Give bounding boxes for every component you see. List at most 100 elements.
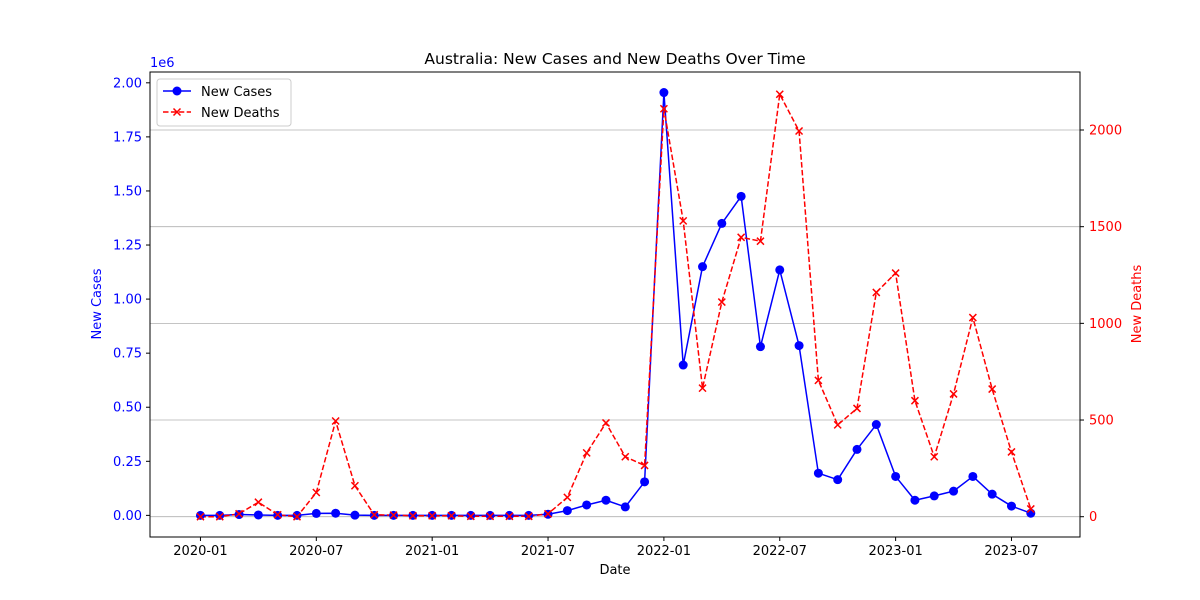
left-tick-label: 2.00 [113,76,142,91]
legend-cases-label: New Cases [201,85,272,100]
new-deaths-point [563,493,572,502]
legend: New Cases New Deaths [156,78,292,127]
new-deaths-point [833,420,842,429]
new-deaths-point [910,396,919,405]
new-deaths-point [872,288,881,297]
new-cases-point [195,510,205,520]
new-cases-point [717,218,727,228]
new-deaths-point [640,461,649,470]
new-cases-point [833,475,843,485]
new-deaths-point [524,512,533,521]
new-deaths-point [370,510,379,519]
new-deaths-point [235,509,244,518]
new-cases-point [698,262,708,272]
left-tick-label: 1.25 [113,239,142,254]
new-cases-point [1006,501,1016,511]
x-tick-label: 2021-01 [405,544,459,559]
new-cases-point [659,88,669,98]
new-deaths-point [196,512,205,521]
new-cases-point [620,502,630,512]
new-deaths-point [408,511,417,520]
axes: 0 500 1000 1500 2000 0.00 0.25 0.50 0.75 1.00 1.25… [113,76,1122,559]
new-deaths-point [988,385,997,394]
new-cases-point [949,486,959,496]
new-deaths-point [447,511,456,520]
new-deaths-point [505,512,514,521]
new-cases-point [601,495,611,505]
new-deaths-point [968,313,977,322]
plot-frame [149,71,1081,538]
left-axis-multiplier: 1e6 [150,56,175,71]
right-tick-label: 1500 [1089,220,1122,235]
new-deaths-point [949,389,958,398]
legend-deaths-label: New Deaths [201,106,280,121]
new-deaths-point [331,416,340,426]
x-tick-label: 2020-01 [173,544,227,559]
new-deaths-point [466,512,475,521]
x-tick-label: 2023-01 [868,544,922,559]
x-tick-label: 2022-01 [637,544,691,559]
x-tick-label: 2021-07 [521,544,575,559]
left-tick-label: 0.25 [113,455,142,470]
new-deaths-point [621,452,630,461]
left-tick-label: 0.75 [113,347,142,362]
new-deaths-point [544,509,553,518]
left-tick-label: 1.75 [113,130,142,145]
new-deaths-point [1026,504,1035,513]
left-tick-label: 1.50 [113,184,142,199]
new-deaths-point [679,216,688,225]
new-deaths-point [428,511,437,520]
x-axis-label: Date [599,563,630,578]
new-cases-point [215,510,225,520]
new-cases-point [891,471,901,481]
new-cases-point [292,510,302,520]
new-cases-point [755,342,765,352]
new-deaths-point [273,510,282,519]
new-cases-point [678,360,688,370]
left-tick-label: 0.00 [113,509,142,524]
left-tick-label: 1.00 [113,293,142,308]
new-cases-point [871,420,881,430]
new-deaths-point [698,384,707,393]
right-tick-label: 2000 [1089,124,1122,139]
new-deaths-point [930,452,939,461]
new-deaths-point [254,498,263,507]
chart-title: Australia: New Cases and New Deaths Over… [424,50,805,68]
new-deaths-point [582,448,591,457]
new-deaths-point [814,376,823,385]
new-cases-point [987,489,997,499]
legend-deaths-marker [172,107,182,117]
new-deaths-point [737,233,746,242]
right-tick-label: 1000 [1089,317,1122,332]
new-deaths-point [1007,447,1016,456]
new-deaths-point [389,511,398,520]
legend-cases-marker [172,86,182,96]
new-cases-point [794,341,804,351]
new-deaths-point [215,512,224,521]
new-deaths-point [350,481,359,490]
new-cases-point [929,491,939,501]
new-deaths-point [891,269,900,278]
new-cases-point [582,500,592,510]
x-tick-label: 2022-07 [753,544,807,559]
new-deaths-point [292,512,302,521]
new-cases-point [562,506,572,516]
new-deaths-point [659,104,668,113]
new-cases-point [968,471,978,481]
new-cases-point [910,495,920,505]
gridlines [150,129,1080,518]
left-y-axis-label: New Cases [90,268,105,339]
new-deaths-point [756,237,765,246]
left-tick-label: 0.50 [113,401,142,416]
right-tick-label: 500 [1089,414,1114,429]
right-y-axis-label: New Deaths [1130,264,1145,343]
x-tick-label: 2023-07 [984,544,1038,559]
new-cases-point [736,191,746,201]
new-cases-point [350,510,360,520]
new-cases-point [813,468,823,478]
new-cases-point [640,477,650,487]
new-deaths-point [775,90,784,99]
new-cases-point [1026,508,1036,518]
right-tick-label: 0 [1089,510,1097,525]
